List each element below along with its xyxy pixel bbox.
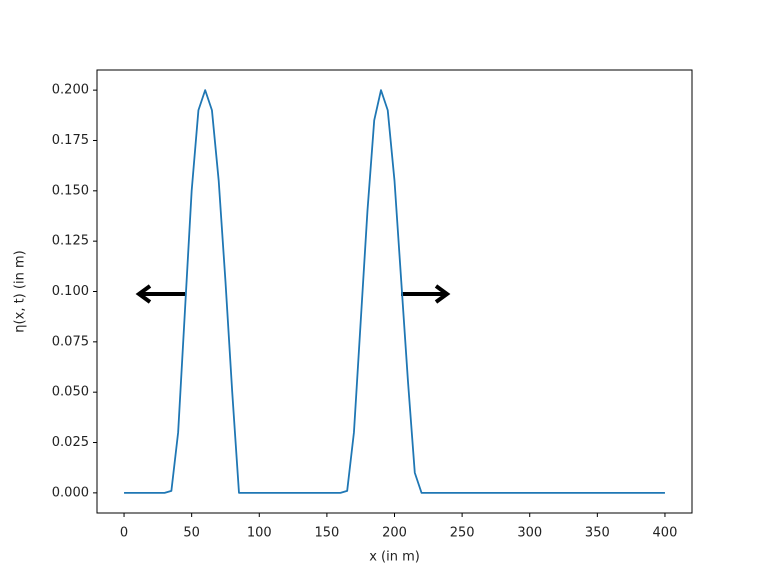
y-tick-label: 0.175 <box>52 133 89 148</box>
y-tick-label: 0.125 <box>52 234 89 249</box>
y-tick-label: 0.100 <box>52 284 89 299</box>
y-tick-label: 0.000 <box>52 485 89 500</box>
x-tick-label: 50 <box>183 526 200 541</box>
x-tick-label: 400 <box>653 526 678 541</box>
x-tick-label: 0 <box>120 526 128 541</box>
x-tick-label: 250 <box>450 526 475 541</box>
y-tick-label: 0.150 <box>52 183 89 198</box>
x-tick-label: 100 <box>247 526 272 541</box>
x-tick-label: 300 <box>517 526 542 541</box>
x-axis-label: x (in m) <box>369 550 420 565</box>
x-tick-label: 150 <box>314 526 339 541</box>
y-tick-label: 0.075 <box>52 334 89 349</box>
line <box>124 89 665 494</box>
y-tick-label: 0.025 <box>52 435 89 450</box>
y-tick-label: 0.050 <box>52 385 89 400</box>
y-tick-label: 0.200 <box>52 83 89 98</box>
left-arrow <box>135 284 185 304</box>
x-tick-label: 200 <box>382 526 407 541</box>
y-axis-label: η(x, t) (in m) <box>13 250 28 332</box>
x-tick-label: 350 <box>585 526 610 541</box>
right-arrow <box>401 284 451 304</box>
